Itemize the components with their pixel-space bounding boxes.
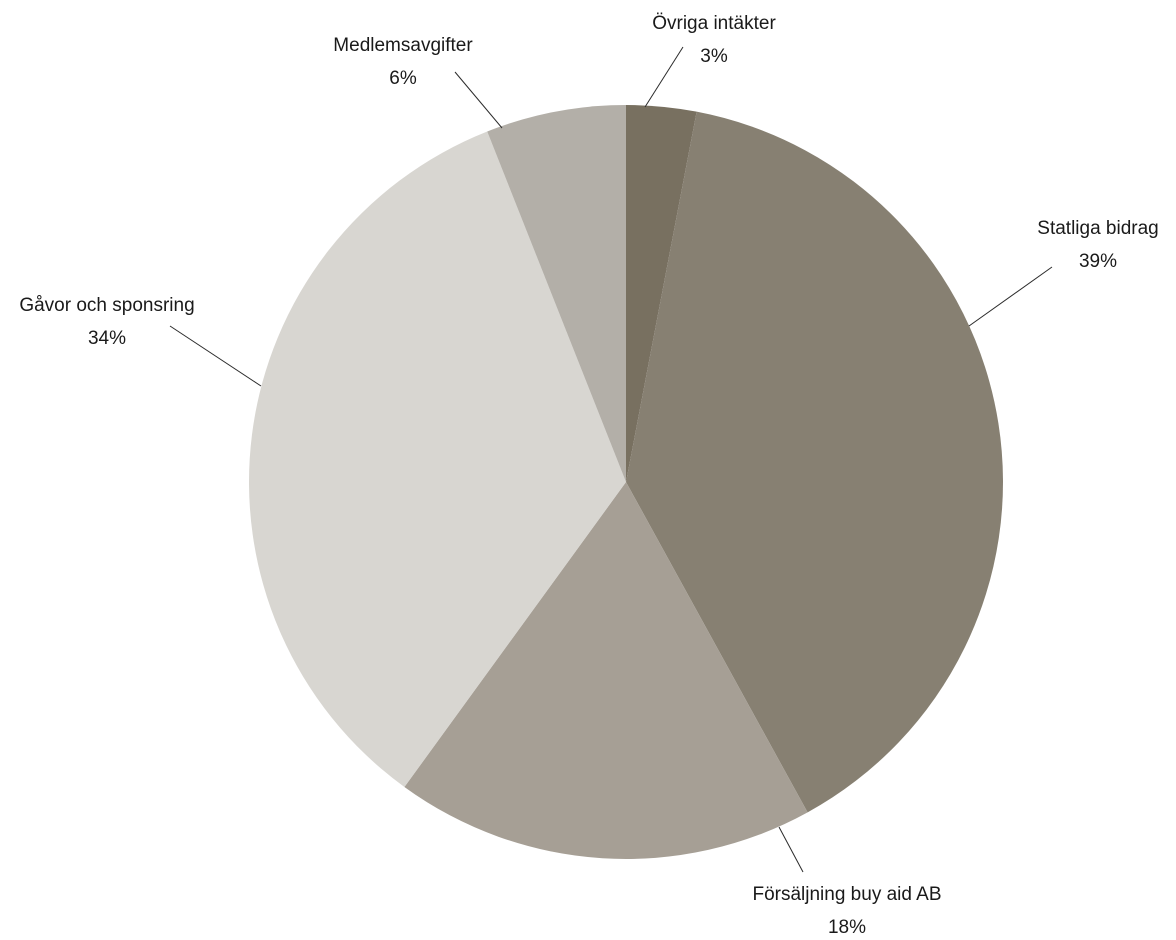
pie-slice [626,105,697,482]
leader-line [968,266,1053,327]
slice-percent-label: 3% [700,46,728,67]
leader-line [644,46,684,108]
slice-name-label: Övriga intäkter [652,13,776,34]
leader-line [169,325,262,387]
slice-labels: Övriga intäkter 3% Statliga bidrag 39% Försä… [19,13,1158,938]
leader-lines [169,46,1053,873]
pie-slices [248,105,1003,859]
leader-line [778,826,804,873]
slice-name-label: Gåvor och sponsring [19,295,194,316]
slice-percent-label: 34% [88,328,126,349]
pie-slice [626,111,1003,813]
pie-slice [404,482,808,859]
slice-percent-label: 6% [389,68,417,89]
slice-name-label: Medlemsavgifter [333,35,473,56]
slice-name-label: Statliga bidrag [1037,218,1158,239]
pie-slice [487,105,626,482]
slice-name-label: Försäljning buy aid AB [752,884,941,905]
slice-percent-label: 39% [1079,251,1117,272]
leader-line [454,71,503,129]
slice-percent-label: 18% [828,917,866,938]
pie-slice [248,131,626,787]
